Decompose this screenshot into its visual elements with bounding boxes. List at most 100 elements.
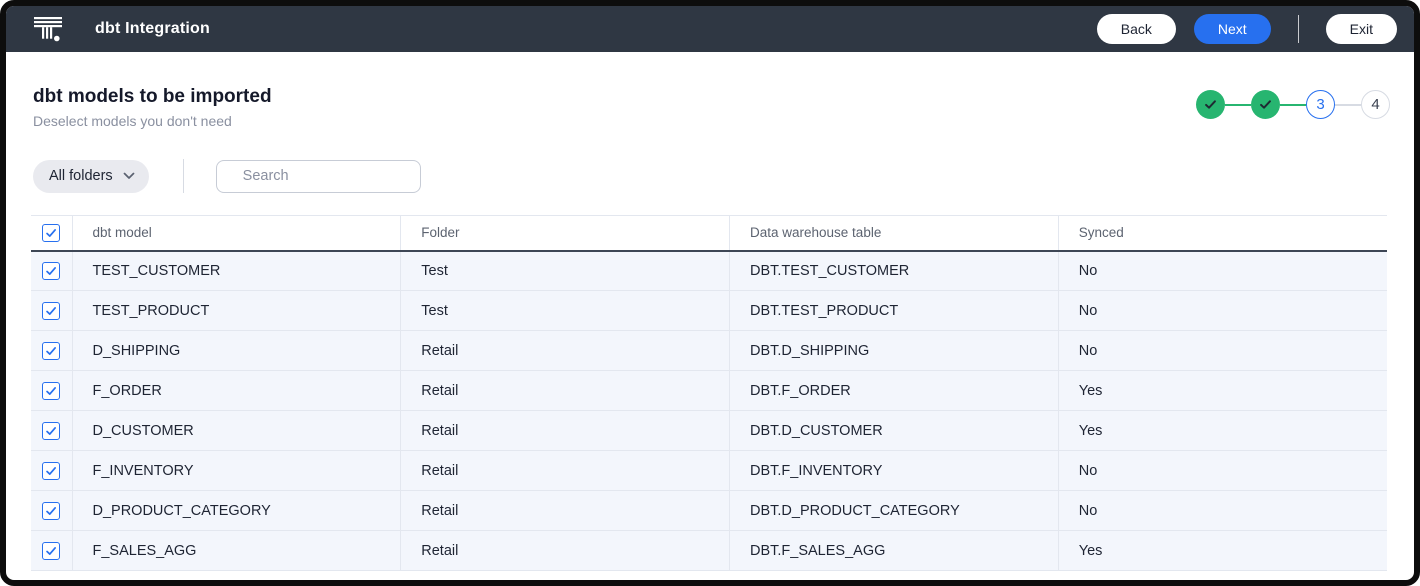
row-checkbox-cell bbox=[31, 490, 72, 531]
cell-folder: Test bbox=[400, 290, 730, 331]
checkmark-icon bbox=[46, 426, 57, 435]
folder-filter-dropdown[interactable]: All folders bbox=[33, 159, 149, 193]
select-all-cell bbox=[31, 215, 72, 252]
checkmark-icon bbox=[46, 546, 57, 555]
cell-dbt-model: TEST_PRODUCT bbox=[71, 290, 401, 331]
table-row: TEST_PRODUCT Test DBT.TEST_PRODUCT No bbox=[31, 290, 1387, 331]
row-checkbox[interactable] bbox=[42, 341, 61, 360]
search-box[interactable] bbox=[215, 159, 432, 193]
column-header-dbt-model: dbt model bbox=[71, 215, 401, 252]
step-connector-3-4 bbox=[1335, 103, 1361, 106]
filter-divider bbox=[182, 159, 184, 193]
app-title: dbt Integration bbox=[95, 20, 210, 37]
column-header-folder: Folder bbox=[400, 215, 730, 252]
back-button[interactable]: Back bbox=[1096, 14, 1176, 44]
cell-synced: No bbox=[1057, 450, 1387, 491]
cell-dbt-model: F_ORDER bbox=[71, 370, 401, 411]
wizard-stepper: 3 4 bbox=[1196, 90, 1390, 119]
cell-folder: Test bbox=[400, 250, 730, 291]
cell-synced: Yes bbox=[1057, 370, 1387, 411]
table-row: F_INVENTORY Retail DBT.F_INVENTORY No bbox=[31, 450, 1387, 491]
row-checkbox-cell bbox=[31, 450, 72, 491]
cell-folder: Retail bbox=[400, 370, 730, 411]
row-checkbox[interactable] bbox=[42, 301, 61, 320]
cell-warehouse-table: DBT.TEST_PRODUCT bbox=[729, 290, 1059, 331]
page-title: dbt models to be imported bbox=[33, 86, 272, 107]
cell-warehouse-table: DBT.F_SALES_AGG bbox=[729, 530, 1059, 571]
row-checkbox[interactable] bbox=[42, 501, 61, 520]
check-icon bbox=[1205, 100, 1216, 109]
row-checkbox-cell bbox=[31, 250, 72, 291]
cell-dbt-model: D_PRODUCT_CATEGORY bbox=[71, 490, 401, 531]
step-connector-2-3 bbox=[1280, 103, 1306, 106]
table-row: F_SALES_AGG Retail DBT.F_SALES_AGG Yes bbox=[31, 530, 1387, 571]
row-checkbox[interactable] bbox=[42, 541, 61, 560]
checkmark-icon bbox=[46, 386, 57, 395]
exit-button[interactable]: Exit bbox=[1325, 14, 1397, 44]
cell-folder: Retail bbox=[400, 450, 730, 491]
cell-folder: Retail bbox=[400, 490, 730, 531]
models-table-wrap: dbt model Folder Data warehouse table Sy… bbox=[31, 215, 1387, 580]
cell-dbt-model: TEST_CUSTOMER bbox=[71, 250, 401, 291]
cell-folder: Retail bbox=[400, 530, 730, 571]
folder-filter-label: All folders bbox=[49, 168, 113, 184]
step-2-done bbox=[1251, 90, 1280, 119]
cell-warehouse-table: DBT.F_ORDER bbox=[729, 370, 1059, 411]
cell-dbt-model: D_CUSTOMER bbox=[71, 410, 401, 451]
cell-synced: No bbox=[1057, 250, 1387, 291]
cell-synced: No bbox=[1057, 490, 1387, 531]
table-row: D_PRODUCT_CATEGORY Retail DBT.D_PRODUCT_… bbox=[31, 490, 1387, 531]
cell-synced: No bbox=[1057, 330, 1387, 371]
checkmark-icon bbox=[46, 466, 57, 475]
check-icon bbox=[1260, 100, 1271, 109]
filter-row: All folders bbox=[33, 159, 1387, 193]
row-checkbox-cell bbox=[31, 330, 72, 371]
page-subtitle: Deselect models you don't need bbox=[33, 113, 232, 129]
cell-synced: Yes bbox=[1057, 410, 1387, 451]
appbar-divider bbox=[1297, 15, 1299, 43]
models-table: dbt model Folder Data warehouse table Sy… bbox=[31, 215, 1387, 571]
cell-warehouse-table: DBT.D_PRODUCT_CATEGORY bbox=[729, 490, 1059, 531]
app-header: dbt Integration Back Next Exit bbox=[6, 6, 1414, 52]
cell-warehouse-table: DBT.F_INVENTORY bbox=[729, 450, 1059, 491]
table-row: F_ORDER Retail DBT.F_ORDER Yes bbox=[31, 370, 1387, 411]
row-checkbox[interactable] bbox=[42, 381, 61, 400]
page-head: dbt models to be imported Deselect model… bbox=[6, 52, 1414, 129]
row-checkbox[interactable] bbox=[42, 261, 61, 280]
row-checkbox-cell bbox=[31, 530, 72, 571]
thoughtspot-logo-icon bbox=[34, 16, 62, 41]
next-button[interactable]: Next bbox=[1193, 14, 1271, 44]
table-row: D_CUSTOMER Retail DBT.D_CUSTOMER Yes bbox=[31, 410, 1387, 451]
row-checkbox-cell bbox=[31, 370, 72, 411]
step-3-active: 3 bbox=[1306, 90, 1335, 119]
step-1-done bbox=[1196, 90, 1225, 119]
search-input[interactable] bbox=[240, 167, 432, 185]
cell-folder: Retail bbox=[400, 330, 730, 371]
row-checkbox[interactable] bbox=[42, 421, 61, 440]
cell-warehouse-table: DBT.D_SHIPPING bbox=[729, 330, 1059, 371]
cell-folder: Retail bbox=[400, 410, 730, 451]
cell-dbt-model: F_SALES_AGG bbox=[71, 530, 401, 571]
checkmark-icon bbox=[46, 506, 57, 515]
chevron-down-icon bbox=[123, 172, 135, 179]
cell-synced: No bbox=[1057, 290, 1387, 331]
step-4-upcoming: 4 bbox=[1361, 90, 1390, 119]
cell-synced: Yes bbox=[1057, 530, 1387, 571]
cell-dbt-model: F_INVENTORY bbox=[71, 450, 401, 491]
step-connector-1-2 bbox=[1225, 103, 1251, 106]
checkmark-icon bbox=[46, 228, 57, 237]
checkmark-icon bbox=[46, 266, 57, 275]
column-header-synced: Synced bbox=[1057, 215, 1387, 252]
row-checkbox-cell bbox=[31, 410, 72, 451]
column-header-warehouse-table: Data warehouse table bbox=[729, 215, 1059, 252]
checkmark-icon bbox=[46, 306, 57, 315]
checkmark-icon bbox=[46, 346, 57, 355]
cell-warehouse-table: DBT.D_CUSTOMER bbox=[729, 410, 1059, 451]
table-body: TEST_CUSTOMER Test DBT.TEST_CUSTOMER No … bbox=[31, 250, 1387, 571]
cell-dbt-model: D_SHIPPING bbox=[71, 330, 401, 371]
row-checkbox[interactable] bbox=[42, 461, 61, 480]
table-row: TEST_CUSTOMER Test DBT.TEST_CUSTOMER No bbox=[31, 250, 1387, 291]
select-all-checkbox[interactable] bbox=[42, 223, 61, 242]
page-title-block: dbt models to be imported Deselect model… bbox=[33, 86, 272, 129]
